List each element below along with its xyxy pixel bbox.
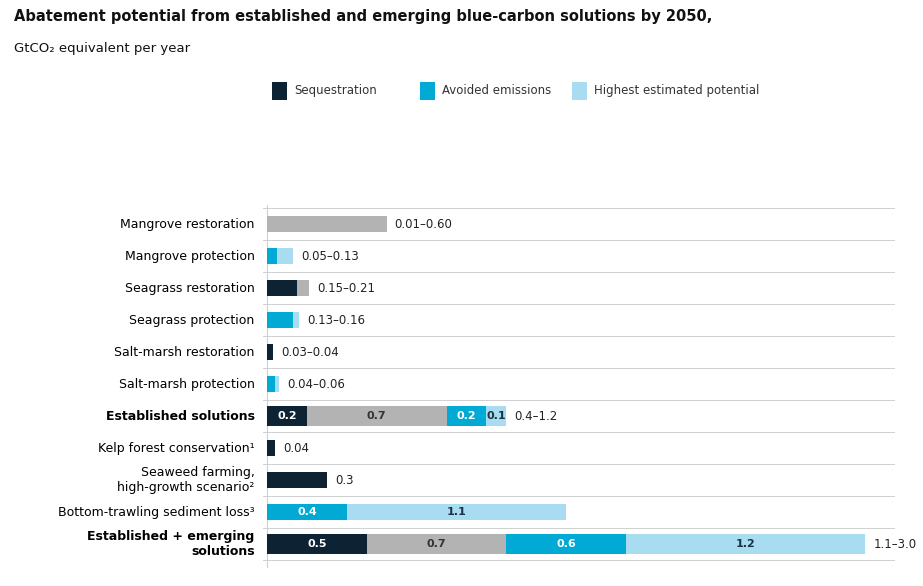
Bar [275,376,279,393]
Bar [307,407,447,426]
Bar [366,534,507,554]
Text: 0.04: 0.04 [283,442,309,455]
Text: Highest estimated potential: Highest estimated potential [594,84,760,97]
Bar [267,345,273,360]
Text: Avoided emissions: Avoided emissions [442,84,551,97]
Text: 1.1: 1.1 [447,507,466,517]
Text: 0.2: 0.2 [277,411,297,421]
Bar [267,280,297,297]
Bar [267,376,275,393]
Bar [507,534,626,554]
Text: 0.3: 0.3 [335,474,354,487]
Bar [277,248,293,264]
Text: Abatement potential from established and emerging blue-carbon solutions by 2050,: Abatement potential from established and… [14,9,713,24]
Text: 0.05–0.13: 0.05–0.13 [301,250,359,263]
Text: 0.6: 0.6 [557,539,576,550]
Text: 0.13–0.16: 0.13–0.16 [307,314,365,327]
Text: 0.4: 0.4 [297,507,317,517]
Bar [297,280,309,297]
Bar [267,505,347,520]
Text: 0.4–1.2: 0.4–1.2 [514,410,557,423]
Text: 0.1: 0.1 [486,411,506,421]
Text: 0.2: 0.2 [457,411,476,421]
Bar [347,505,566,520]
Text: 0.7: 0.7 [367,411,387,421]
Bar [267,407,307,426]
Bar [267,472,327,488]
Text: 0.04–0.06: 0.04–0.06 [287,378,345,391]
Bar [267,216,387,232]
Bar [486,407,507,426]
Text: GtCO₂ equivalent per year: GtCO₂ equivalent per year [14,42,190,55]
Text: 0.15–0.21: 0.15–0.21 [317,282,375,295]
Text: Sequestration: Sequestration [294,84,378,97]
Bar [447,407,486,426]
Bar [267,534,366,554]
Text: 0.7: 0.7 [426,539,447,550]
Bar [293,312,299,328]
Bar [267,312,293,328]
Bar [267,248,277,264]
Text: 1.2: 1.2 [736,539,756,550]
Text: 0.01–0.60: 0.01–0.60 [395,218,452,231]
Bar [626,534,866,554]
Text: 0.03–0.04: 0.03–0.04 [281,346,339,359]
Text: 0.5: 0.5 [307,539,327,550]
Text: 1.1–3.0: 1.1–3.0 [873,538,917,551]
Bar [267,440,275,456]
